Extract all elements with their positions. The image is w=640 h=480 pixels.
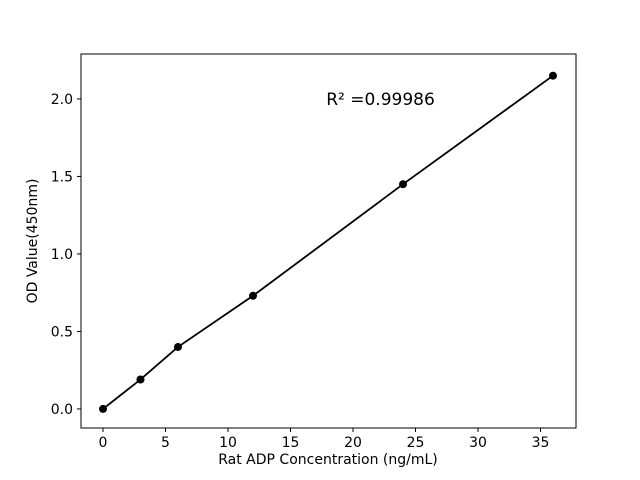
x-tick-label: 25: [407, 435, 425, 451]
x-tick-label: 15: [282, 435, 300, 451]
series-line: [102, 74, 554, 410]
data-point: [99, 404, 107, 413]
x-tick-label: 0: [99, 435, 108, 451]
y-tick-label: 1.5: [51, 169, 73, 185]
x-tick-label: 10: [219, 435, 237, 451]
y-tick-label: 0.0: [51, 402, 73, 418]
x-tick-label: 5: [161, 435, 170, 451]
r-squared-annotation: R² =0.99986: [326, 90, 435, 111]
y-tick-label: 0.5: [51, 324, 73, 340]
plot-frame: [80, 53, 577, 429]
x-tick-label: 20: [344, 435, 362, 451]
data-point: [549, 71, 557, 80]
x-tick-label: 30: [469, 435, 487, 451]
data-point: [249, 291, 257, 300]
x-axis-label: Rat ADP Concentration (ng/mL): [218, 452, 438, 468]
y-tick-label: 1.0: [51, 247, 73, 263]
y-axis-label: OD Value(450nm): [25, 178, 41, 304]
data-point: [136, 375, 145, 384]
x-tick-label: 35: [532, 435, 550, 451]
data-point: [399, 180, 407, 189]
data-point: [174, 342, 182, 351]
y-tick-label: 2.0: [51, 92, 73, 108]
